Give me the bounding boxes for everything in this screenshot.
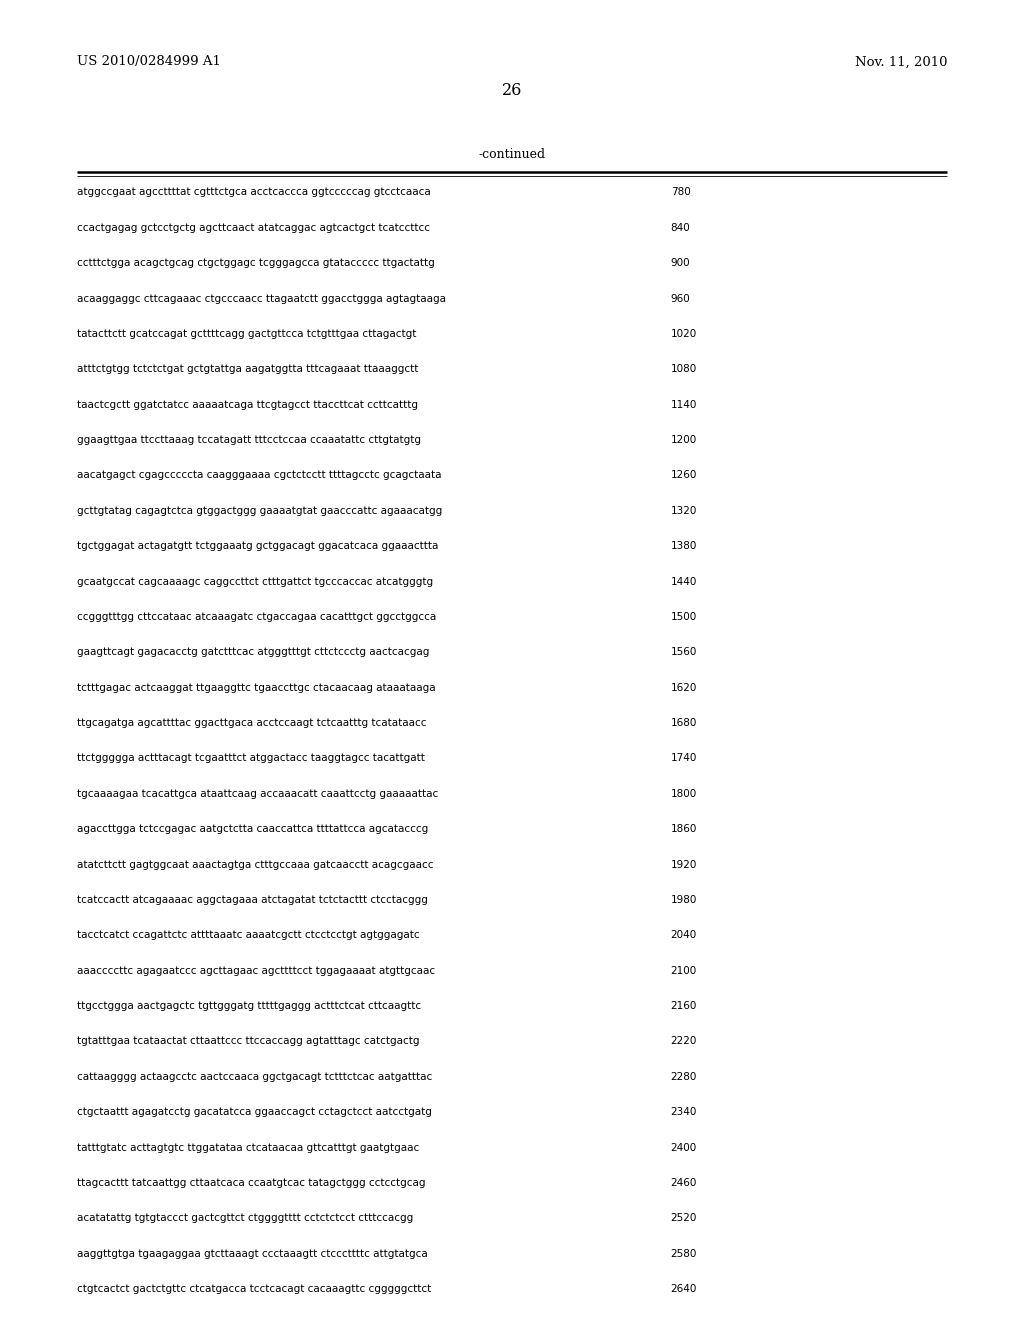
Text: atttctgtgg tctctctgat gctgtattga aagatggtta tttcagaaat ttaaaggctt: atttctgtgg tctctctgat gctgtattga aagatgg… bbox=[77, 364, 418, 375]
Text: 2580: 2580 bbox=[671, 1249, 697, 1259]
Text: 2100: 2100 bbox=[671, 966, 697, 975]
Text: 900: 900 bbox=[671, 259, 690, 268]
Text: ccgggtttgg cttccataac atcaaagatc ctgaccagaa cacatttgct ggcctggcca: ccgggtttgg cttccataac atcaaagatc ctgacca… bbox=[77, 612, 436, 622]
Text: 2220: 2220 bbox=[671, 1036, 697, 1047]
Text: ttagcacttt tatcaattgg cttaatcaca ccaatgtcac tatagctggg cctcctgcag: ttagcacttt tatcaattgg cttaatcaca ccaatgt… bbox=[77, 1177, 425, 1188]
Text: atggccgaat agccttttat cgtttctgca acctcaccca ggtcccccag gtcctcaaca: atggccgaat agccttttat cgtttctgca acctcac… bbox=[77, 187, 430, 198]
Text: 2340: 2340 bbox=[671, 1107, 697, 1117]
Text: 1200: 1200 bbox=[671, 436, 697, 445]
Text: 1920: 1920 bbox=[671, 859, 697, 870]
Text: atatcttctt gagtggcaat aaactagtga ctttgccaaa gatcaacctt acagcgaacc: atatcttctt gagtggcaat aaactagtga ctttgcc… bbox=[77, 859, 433, 870]
Text: 1140: 1140 bbox=[671, 400, 697, 409]
Text: tatacttctt gcatccagat gcttttcagg gactgttcca tctgtttgaa cttagactgt: tatacttctt gcatccagat gcttttcagg gactgtt… bbox=[77, 329, 416, 339]
Text: Nov. 11, 2010: Nov. 11, 2010 bbox=[855, 55, 947, 69]
Text: 1860: 1860 bbox=[671, 824, 697, 834]
Text: 1680: 1680 bbox=[671, 718, 697, 729]
Text: cattaagggg actaagcctc aactccaaca ggctgacagt tctttctcac aatgatttac: cattaagggg actaagcctc aactccaaca ggctgac… bbox=[77, 1072, 432, 1082]
Text: 2040: 2040 bbox=[671, 931, 697, 940]
Text: tgcaaaagaa tcacattgca ataattcaag accaaacatt caaattcctg gaaaaattac: tgcaaaagaa tcacattgca ataattcaag accaaac… bbox=[77, 789, 438, 799]
Text: 2160: 2160 bbox=[671, 1001, 697, 1011]
Text: ggaagttgaa ttccttaaag tccatagatt tttcctccaa ccaaatattc cttgtatgtg: ggaagttgaa ttccttaaag tccatagatt tttcctc… bbox=[77, 436, 421, 445]
Text: US 2010/0284999 A1: US 2010/0284999 A1 bbox=[77, 55, 221, 69]
Text: 1620: 1620 bbox=[671, 682, 697, 693]
Text: 1320: 1320 bbox=[671, 506, 697, 516]
Text: ctgctaattt agagatcctg gacatatcca ggaaccagct cctagctcct aatcctgatg: ctgctaattt agagatcctg gacatatcca ggaacca… bbox=[77, 1107, 432, 1117]
Text: 1380: 1380 bbox=[671, 541, 697, 552]
Text: gaagttcagt gagacacctg gatctttcac atgggtttgt cttctccctg aactcacgag: gaagttcagt gagacacctg gatctttcac atgggtt… bbox=[77, 647, 429, 657]
Text: 1560: 1560 bbox=[671, 647, 697, 657]
Text: 2520: 2520 bbox=[671, 1213, 697, 1224]
Text: ctgtcactct gactctgttc ctcatgacca tcctcacagt cacaaagttc cgggggcttct: ctgtcactct gactctgttc ctcatgacca tcctcac… bbox=[77, 1284, 431, 1294]
Text: 2280: 2280 bbox=[671, 1072, 697, 1082]
Text: tgctggagat actagatgtt tctggaaatg gctggacagt ggacatcaca ggaaacttta: tgctggagat actagatgtt tctggaaatg gctggac… bbox=[77, 541, 438, 552]
Text: acaaggaggc cttcagaaac ctgcccaacc ttagaatctt ggacctggga agtagtaaga: acaaggaggc cttcagaaac ctgcccaacc ttagaat… bbox=[77, 293, 445, 304]
Text: 1500: 1500 bbox=[671, 612, 697, 622]
Text: aaggttgtga tgaagaggaa gtcttaaagt ccctaaagtt ctcccttttc attgtatgca: aaggttgtga tgaagaggaa gtcttaaagt ccctaaa… bbox=[77, 1249, 428, 1259]
Text: ccactgagag gctcctgctg agcttcaact atatcaggac agtcactgct tcatccttcc: ccactgagag gctcctgctg agcttcaact atatcag… bbox=[77, 223, 430, 232]
Text: 780: 780 bbox=[671, 187, 690, 198]
Text: ttgcagatga agcattttac ggacttgaca acctccaagt tctcaatttg tcatataacc: ttgcagatga agcattttac ggacttgaca acctcca… bbox=[77, 718, 426, 729]
Text: agaccttgga tctccgagac aatgctctta caaccattca ttttattcca agcatacccg: agaccttgga tctccgagac aatgctctta caaccat… bbox=[77, 824, 428, 834]
Text: tatttgtatc acttagtgtc ttggatataa ctcataacaa gttcatttgt gaatgtgaac: tatttgtatc acttagtgtc ttggatataa ctcataa… bbox=[77, 1143, 419, 1152]
Text: tgtatttgaa tcataactat cttaattccc ttccaccagg agtatttagc catctgactg: tgtatttgaa tcataactat cttaattccc ttccacc… bbox=[77, 1036, 419, 1047]
Text: cctttctgga acagctgcag ctgctggagc tcgggagcca gtataccccc ttgactattg: cctttctgga acagctgcag ctgctggagc tcgggag… bbox=[77, 259, 434, 268]
Text: 2400: 2400 bbox=[671, 1143, 697, 1152]
Text: aaaccccttc agagaatccc agcttagaac agcttttcct tggagaaaat atgttgcaac: aaaccccttc agagaatccc agcttagaac agctttt… bbox=[77, 966, 435, 975]
Text: ttctggggga actttacagt tcgaatttct atggactacc taaggtagcc tacattgatt: ttctggggga actttacagt tcgaatttct atggact… bbox=[77, 754, 425, 763]
Text: aacatgagct cgagcccccta caagggaaaa cgctctcctt ttttagcctc gcagctaata: aacatgagct cgagcccccta caagggaaaa cgctct… bbox=[77, 470, 441, 480]
Text: 1740: 1740 bbox=[671, 754, 697, 763]
Text: gcttgtatag cagagtctca gtggactggg gaaaatgtat gaacccattc agaaacatgg: gcttgtatag cagagtctca gtggactggg gaaaatg… bbox=[77, 506, 442, 516]
Text: 1980: 1980 bbox=[671, 895, 697, 906]
Text: acatatattg tgtgtaccct gactcgttct ctggggtttt cctctctcct ctttccacgg: acatatattg tgtgtaccct gactcgttct ctggggt… bbox=[77, 1213, 413, 1224]
Text: 2640: 2640 bbox=[671, 1284, 697, 1294]
Text: 26: 26 bbox=[502, 82, 522, 99]
Text: 1800: 1800 bbox=[671, 789, 697, 799]
Text: 960: 960 bbox=[671, 293, 690, 304]
Text: -continued: -continued bbox=[478, 148, 546, 161]
Text: 2460: 2460 bbox=[671, 1177, 697, 1188]
Text: 840: 840 bbox=[671, 223, 690, 232]
Text: 1440: 1440 bbox=[671, 577, 697, 586]
Text: ttgcctggga aactgagctc tgttgggatg tttttgaggg actttctcat cttcaagttc: ttgcctggga aactgagctc tgttgggatg tttttga… bbox=[77, 1001, 421, 1011]
Text: gcaatgccat cagcaaaagc caggccttct ctttgattct tgcccaccac atcatgggtg: gcaatgccat cagcaaaagc caggccttct ctttgat… bbox=[77, 577, 433, 586]
Text: taactcgctt ggatctatcc aaaaatcaga ttcgtagcct ttaccttcat ccttcatttg: taactcgctt ggatctatcc aaaaatcaga ttcgtag… bbox=[77, 400, 418, 409]
Text: tacctcatct ccagattctc attttaaatc aaaatcgctt ctcctcctgt agtggagatc: tacctcatct ccagattctc attttaaatc aaaatcg… bbox=[77, 931, 420, 940]
Text: 1020: 1020 bbox=[671, 329, 697, 339]
Text: tcatccactt atcagaaaac aggctagaaa atctagatat tctctacttt ctcctacggg: tcatccactt atcagaaaac aggctagaaa atctaga… bbox=[77, 895, 428, 906]
Text: 1260: 1260 bbox=[671, 470, 697, 480]
Text: tctttgagac actcaaggat ttgaaggttc tgaaccttgc ctacaacaag ataaataaga: tctttgagac actcaaggat ttgaaggttc tgaacct… bbox=[77, 682, 435, 693]
Text: 1080: 1080 bbox=[671, 364, 697, 375]
